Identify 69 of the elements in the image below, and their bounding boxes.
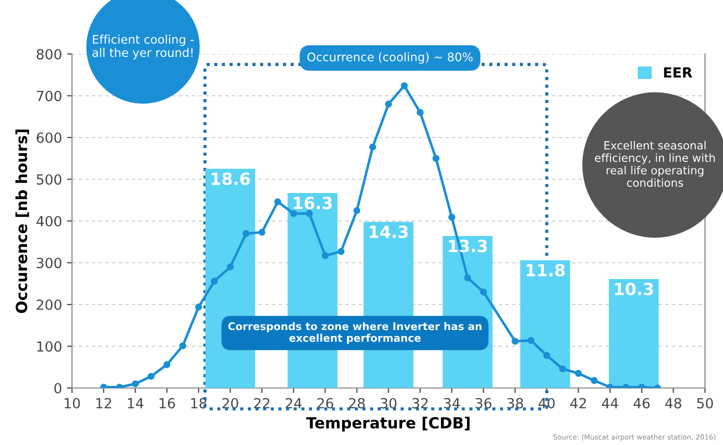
point — [179, 342, 186, 350]
point — [163, 361, 170, 368]
x-tick-label: 44 — [602, 398, 618, 408]
point — [559, 365, 566, 372]
point — [353, 207, 360, 214]
x-axis-title: Temperature [CDB] — [306, 416, 470, 432]
annotation: Occurrence (cooling) ~ 80% — [307, 52, 473, 64]
annotation: 16.3 — [294, 196, 332, 210]
annotation: 14.3 — [370, 225, 408, 238]
annotation: 11.8 — [526, 264, 565, 276]
y-tick-label: 800 — [36, 48, 62, 60]
point — [385, 100, 392, 108]
point — [400, 82, 408, 90]
annotation: 18.6 — [212, 172, 250, 186]
y-tick-label: 500 — [36, 174, 62, 185]
point — [432, 154, 440, 162]
x-tick-label: 16 — [160, 398, 175, 408]
point — [226, 263, 234, 270]
y-tick-label: 700 — [36, 90, 62, 102]
x-tick-label: 50 — [697, 398, 713, 408]
point — [464, 274, 472, 282]
point — [416, 108, 424, 116]
y-tick-label: 0 — [54, 382, 62, 394]
x-tick-label: 48 — [665, 398, 682, 408]
point — [258, 228, 266, 236]
annotation: Corresponds to zone where Inverter has an excellent performance — [228, 322, 482, 344]
x-tick-label: 42 — [570, 398, 586, 408]
bar — [520, 260, 570, 388]
point — [512, 338, 519, 345]
y-tick-label: 600 — [36, 132, 62, 143]
point — [195, 304, 202, 310]
y-tick-label: 100 — [37, 341, 62, 352]
point — [369, 144, 376, 151]
point — [210, 278, 218, 285]
annotation: Efficient cooling - all the yer round! — [92, 34, 194, 60]
point — [290, 210, 298, 217]
point — [480, 288, 487, 296]
point — [543, 352, 550, 359]
x-tick-label: 26 — [317, 398, 334, 408]
point — [338, 248, 344, 255]
annotation: 13.3 — [448, 240, 487, 252]
point — [148, 372, 155, 380]
point — [448, 214, 456, 221]
point — [590, 377, 598, 384]
point — [274, 198, 282, 206]
x-tick-label: 30 — [380, 398, 396, 408]
point — [574, 370, 582, 377]
y-tick-label: 400 — [36, 216, 62, 226]
annotation: 10.3 — [615, 282, 654, 296]
x-tick-label: 14 — [128, 398, 144, 408]
annotation: Excellent seasonal efficiency, in line with real life operating conditions — [594, 140, 715, 187]
x-tick-label: 38 — [507, 398, 523, 408]
bar — [608, 279, 659, 388]
x-tick-label: 24 — [286, 398, 302, 408]
point — [132, 380, 139, 388]
point — [322, 252, 329, 260]
point — [242, 230, 250, 237]
x-tick-label: 34 — [444, 398, 460, 408]
x-tick-label: 10 — [64, 398, 80, 408]
y-axis-title: Occurence [nb hours] — [15, 130, 30, 313]
x-tick-label: 28 — [349, 398, 365, 408]
point — [306, 210, 313, 217]
point — [527, 336, 534, 344]
x-tick-label: 40 — [538, 398, 555, 408]
x-tick-label: 46 — [634, 398, 650, 408]
y-tick-label: 300 — [36, 258, 62, 268]
legend-label: EER — [664, 67, 692, 78]
x-tick-label: 12 — [96, 398, 112, 408]
y-tick-label: 200 — [36, 299, 62, 310]
